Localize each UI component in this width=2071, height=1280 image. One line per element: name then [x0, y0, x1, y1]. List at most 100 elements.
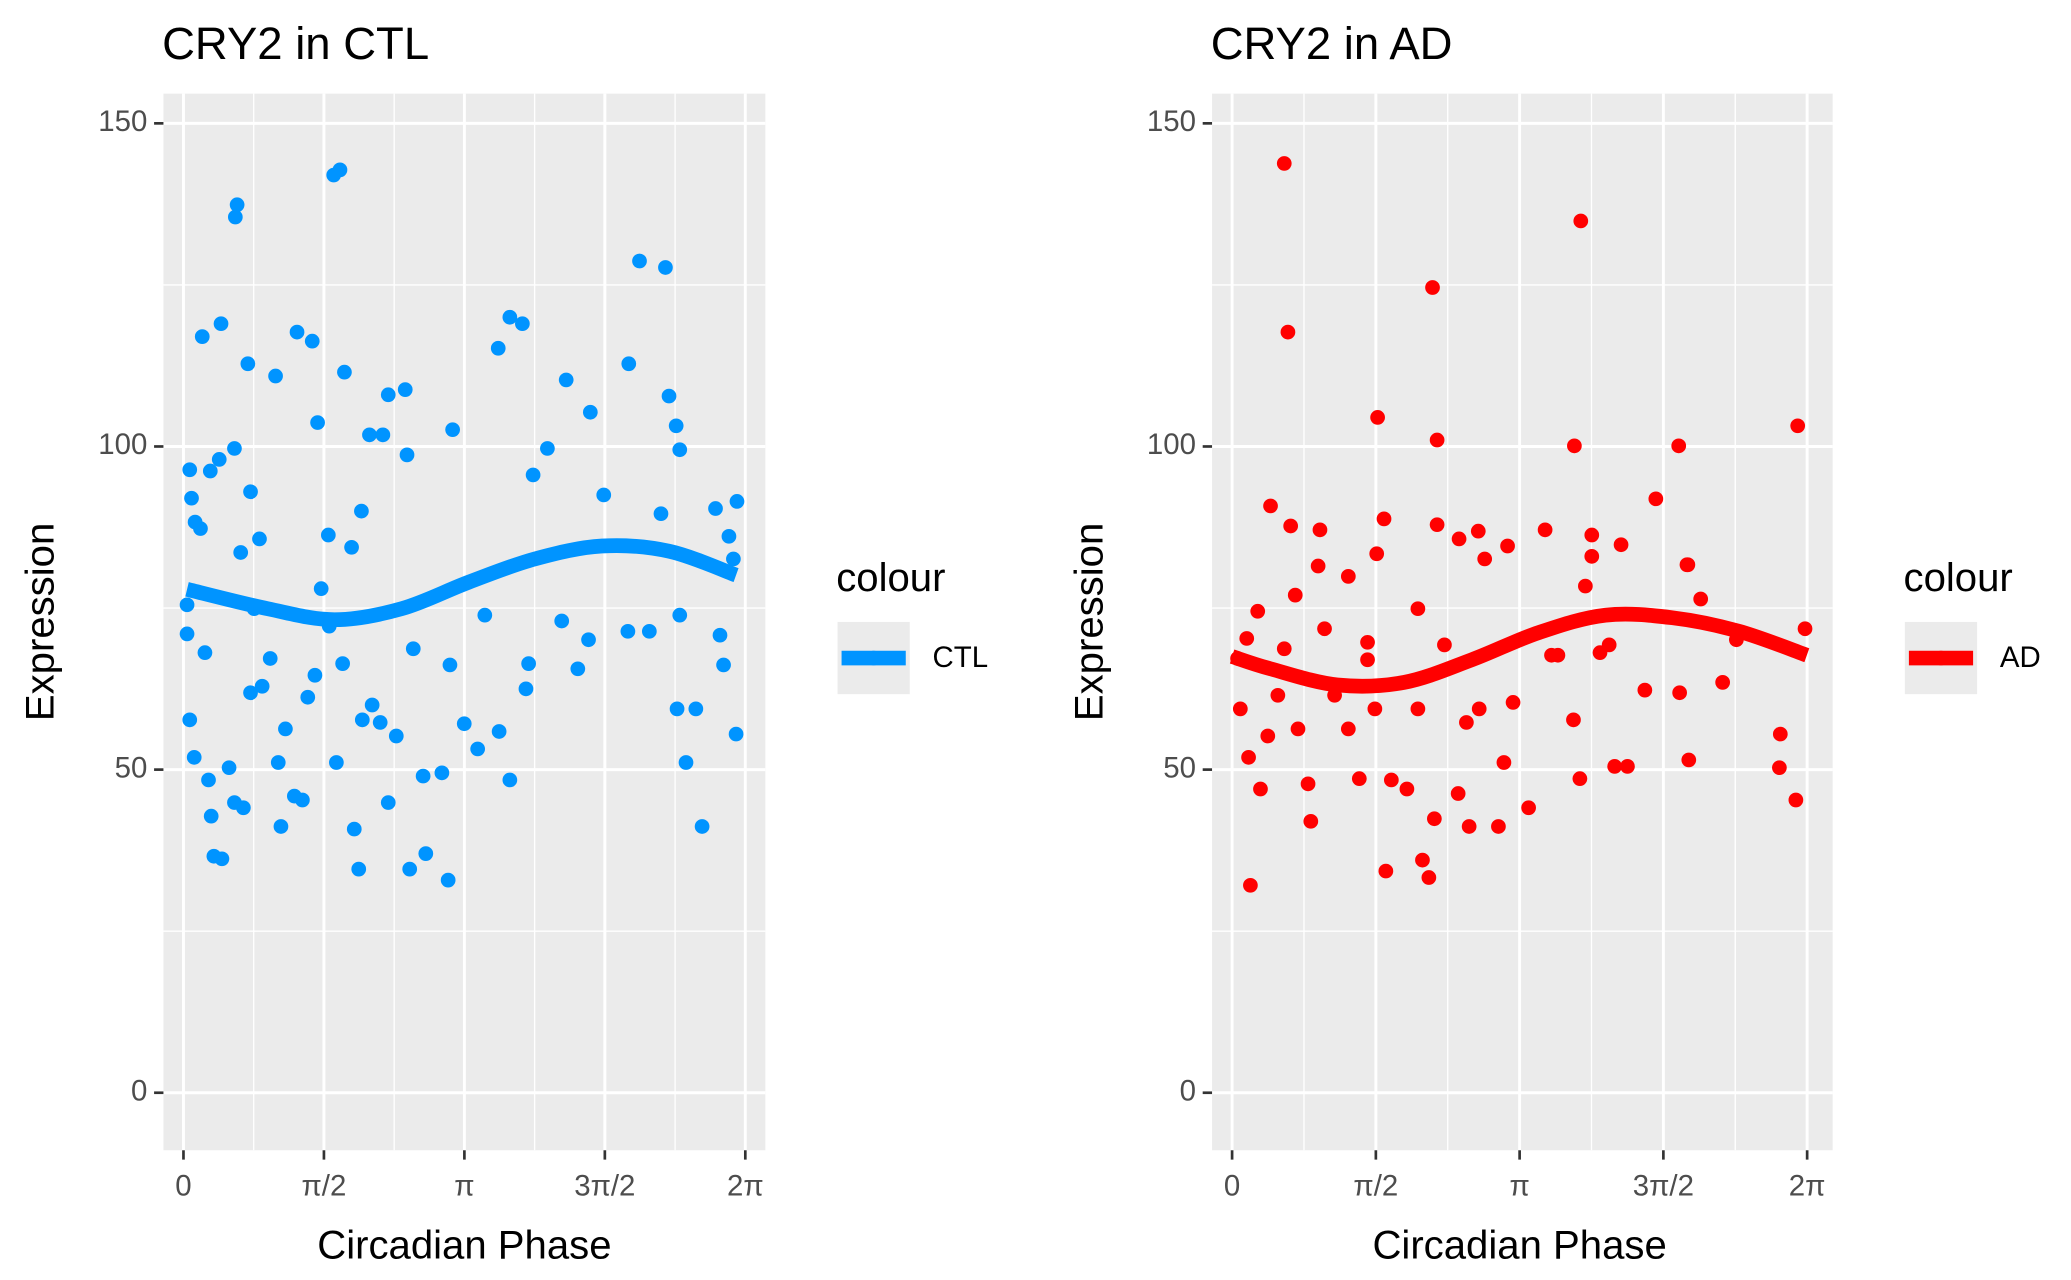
point [227, 209, 243, 225]
point [182, 712, 198, 728]
point [405, 641, 421, 657]
point [1450, 786, 1466, 801]
point [337, 364, 352, 380]
point [1437, 637, 1452, 653]
y-tick-label: 50 [115, 751, 148, 784]
point [1378, 863, 1394, 879]
point [211, 452, 227, 467]
point [278, 721, 293, 737]
point [221, 760, 237, 776]
point [1383, 772, 1399, 788]
point [270, 755, 286, 770]
point [1303, 813, 1319, 829]
point [300, 689, 316, 705]
point [694, 819, 710, 834]
point [186, 749, 202, 765]
legend-point [866, 650, 882, 666]
y-axis-title: Expression [1066, 523, 1111, 721]
point [229, 197, 245, 213]
point [728, 726, 744, 742]
point [621, 356, 637, 372]
point [1283, 518, 1299, 534]
point [1340, 721, 1356, 737]
point [415, 768, 431, 784]
point [518, 681, 534, 697]
point [354, 503, 369, 519]
point [1429, 517, 1445, 533]
point [525, 467, 541, 483]
point [213, 316, 229, 332]
point [1263, 498, 1278, 514]
point [418, 846, 434, 861]
point [313, 581, 329, 597]
plot-background [1212, 93, 1833, 1151]
point [1620, 759, 1635, 774]
x-tick-label: 0 [175, 1169, 191, 1202]
point [661, 388, 677, 404]
point [1578, 578, 1593, 594]
point [179, 597, 195, 613]
point [558, 372, 574, 388]
point [490, 340, 506, 356]
point [1360, 634, 1375, 650]
point [1376, 511, 1392, 527]
point [1505, 695, 1521, 710]
point [1715, 675, 1731, 690]
point [351, 861, 367, 877]
point [203, 808, 219, 824]
point [1471, 701, 1487, 717]
point [295, 792, 310, 808]
x-tick-label: π/2 [1353, 1169, 1398, 1202]
point [310, 415, 325, 430]
point [712, 627, 728, 643]
point [1681, 752, 1697, 768]
point [268, 368, 283, 384]
point [669, 701, 685, 717]
y-tick-label: 150 [1147, 105, 1196, 138]
point [1290, 721, 1306, 737]
point [1679, 557, 1695, 573]
point [1276, 156, 1292, 171]
point [1421, 870, 1437, 885]
point [434, 765, 450, 781]
point [1500, 538, 1515, 554]
point [1613, 537, 1629, 553]
point [445, 422, 460, 438]
point [1607, 759, 1623, 774]
x-tick-label: 3π/2 [1633, 1169, 1694, 1202]
point [540, 441, 555, 456]
point [581, 632, 596, 648]
point [653, 506, 669, 522]
point [335, 656, 350, 671]
point [320, 527, 336, 543]
point [672, 607, 688, 623]
point [380, 795, 396, 810]
point [620, 623, 636, 639]
point [397, 382, 413, 397]
point [354, 712, 370, 728]
x-tick-label: 2π [1789, 1169, 1826, 1202]
point [344, 539, 359, 555]
point [227, 441, 242, 456]
point [1360, 652, 1375, 668]
legend-label: AD [2000, 641, 2041, 674]
point [582, 404, 598, 420]
point [1260, 728, 1276, 744]
legend-point [1933, 650, 1949, 666]
point [182, 462, 198, 478]
point [726, 551, 741, 567]
point [1253, 781, 1268, 797]
point [402, 861, 418, 877]
point [1797, 621, 1813, 637]
point [1567, 438, 1582, 454]
point [193, 521, 208, 536]
point [1300, 776, 1316, 792]
point [1310, 558, 1326, 574]
fit-line [1229, 606, 1810, 694]
point [329, 755, 344, 770]
point [515, 316, 530, 332]
point [1369, 546, 1385, 562]
y-tick-label: 100 [98, 428, 147, 461]
legend-title: colour [836, 555, 945, 600]
point [502, 309, 518, 325]
